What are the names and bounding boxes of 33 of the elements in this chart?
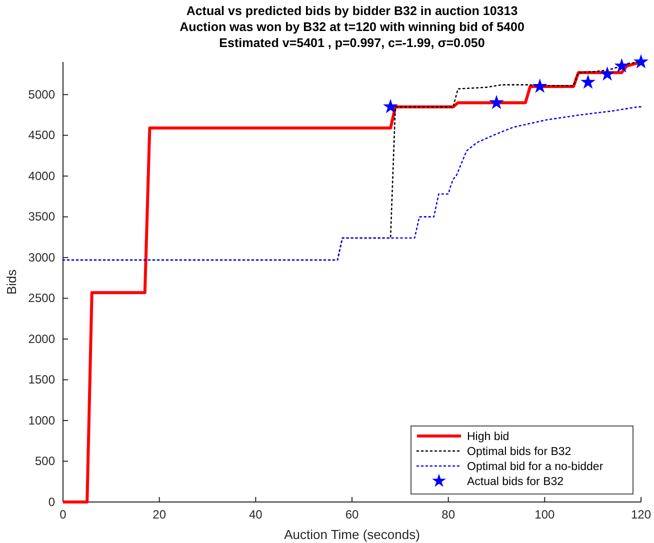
y-tick-label: 2000: [28, 332, 56, 346]
x-axis-title: Auction Time (seconds): [284, 527, 420, 542]
point: [614, 58, 630, 72]
y-tick-label: 3500: [28, 210, 56, 224]
point: [532, 78, 548, 93]
y-tick-label: 5000: [28, 87, 56, 102]
point: [383, 98, 398, 114]
x-tick-label: 80: [442, 508, 456, 522]
legend-label: High bid: [467, 431, 510, 443]
x-tick-label: 20: [152, 508, 166, 522]
legend-label: Optimal bids for B32: [467, 446, 572, 458]
legend-label: Optimal bid for a no-bidder: [467, 461, 604, 473]
y-tick-label: 0: [48, 494, 56, 509]
x-tick-label: 120: [630, 508, 652, 522]
y-tick-label: 500: [34, 454, 56, 468]
legend-label: Actual bids for B32: [467, 476, 564, 488]
chart-title: Actual vs predicted bids by bidder B32 in auction 10313 Auction was won by B32 at t=120 with winning bid of 5400 Estimated v=5401 , p=0.997, c=-1.99, σ=0.050: [180, 4, 524, 50]
line-series: [62, 106, 642, 261]
y-tick-label: 1500: [28, 372, 56, 387]
x-tick-label: 0: [60, 508, 67, 522]
point: [580, 74, 596, 89]
y-tick-label: 4500: [28, 128, 56, 142]
y-tick-label: 4000: [28, 168, 56, 183]
y-tick-label: 3000: [28, 250, 56, 264]
y-axis-title: Bids: [4, 268, 19, 295]
x-tick-label: 60: [345, 508, 359, 522]
x-tick-label: 40: [248, 508, 263, 522]
y-tick-label: 2500: [28, 291, 56, 306]
point: [600, 66, 615, 81]
point: [488, 94, 504, 110]
point: [633, 54, 649, 68]
y-tick-label: 1000: [28, 413, 56, 428]
x-tick-label: 100: [534, 508, 555, 522]
